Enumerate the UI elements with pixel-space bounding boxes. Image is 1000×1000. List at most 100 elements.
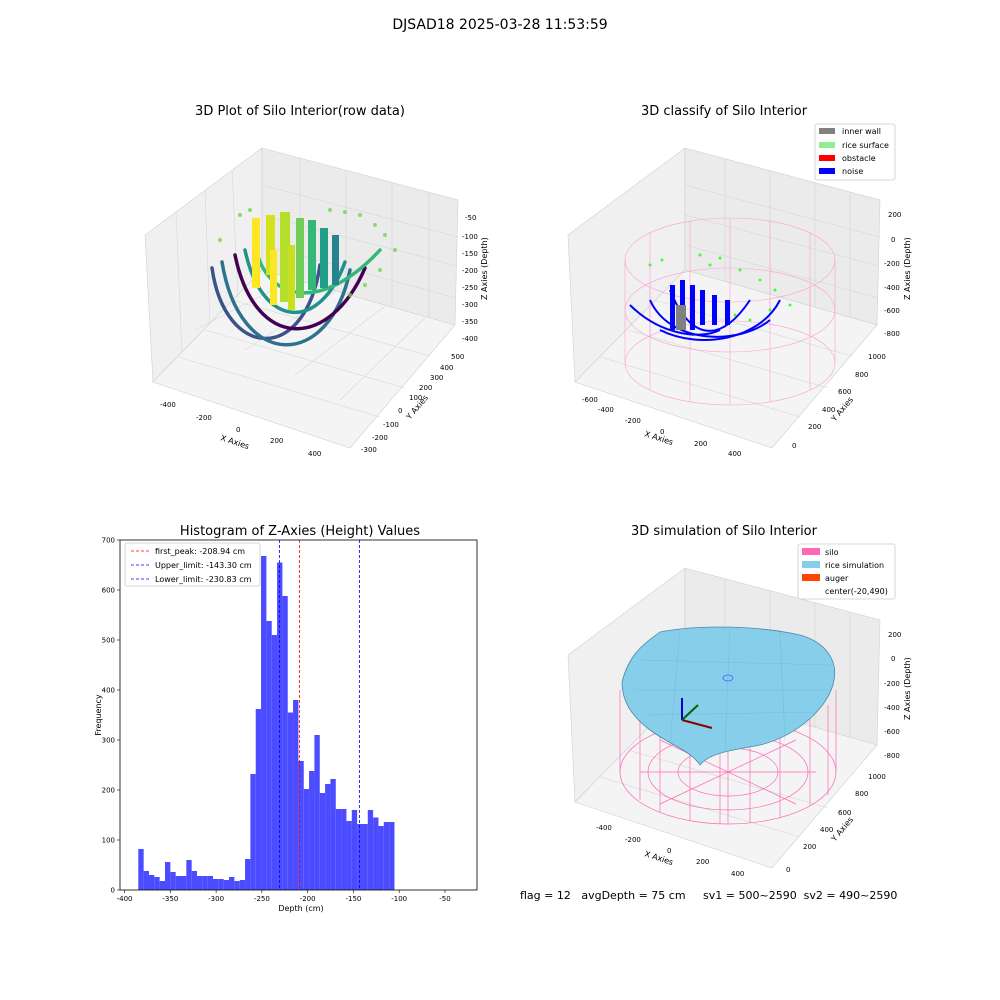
plot1-title: 3D Plot of Silo Interior(row data) bbox=[195, 104, 405, 119]
histogram-bar bbox=[218, 879, 224, 890]
histogram-bar bbox=[367, 810, 374, 890]
plot2-xtick: 400 bbox=[728, 450, 741, 458]
x-tick-label: -300 bbox=[208, 895, 224, 903]
y-tick-label: 100 bbox=[102, 837, 115, 845]
plot1-xtick: -200 bbox=[196, 414, 212, 422]
plot1-xtick: 200 bbox=[270, 437, 283, 445]
plot3-legend-item: first_peak: -208.94 cm bbox=[155, 547, 245, 556]
plot1-ytick: 0 bbox=[398, 407, 402, 415]
plot2-ztick: -600 bbox=[884, 307, 900, 315]
plot3-ylabel: Frequency bbox=[94, 694, 103, 736]
histogram-bar bbox=[325, 784, 331, 890]
histogram-bar bbox=[175, 876, 182, 890]
plot1-zlabel: Z Axies (Depth) bbox=[480, 237, 489, 300]
y-tick-label: 500 bbox=[102, 637, 115, 645]
plot2-ytick: 800 bbox=[855, 371, 868, 379]
histogram-bar bbox=[202, 876, 208, 890]
plot4-xtick: -400 bbox=[596, 824, 612, 832]
x-tick-label: -50 bbox=[439, 895, 450, 903]
plot3-axes: -400 -350 -300 -250 -200 -150 -100 -50 0 100 200 3… bbox=[94, 537, 478, 913]
plot4-ytick: 400 bbox=[820, 826, 833, 834]
plot2-legend-item: noise bbox=[842, 167, 863, 176]
histogram-bar bbox=[271, 635, 278, 890]
histogram-bar bbox=[362, 824, 368, 890]
plot2-legend-item: rice surface bbox=[842, 141, 889, 150]
plot4-zlabel: Z Axies (Depth) bbox=[903, 657, 912, 720]
plot1-ytick: 200 bbox=[419, 384, 432, 392]
plot2-xtick: -600 bbox=[582, 396, 598, 404]
plot2-title: 3D classify of Silo Interior bbox=[640, 104, 808, 119]
histogram-bar bbox=[261, 556, 267, 890]
plot2-ytick: 600 bbox=[838, 388, 851, 396]
plot1-ytick: -200 bbox=[372, 434, 388, 442]
plot3-legend-item: Upper_limit: -143.30 cm bbox=[155, 561, 252, 570]
histogram-bar bbox=[234, 881, 240, 890]
plot2-xtick: 200 bbox=[694, 440, 707, 448]
plot3-frame bbox=[119, 539, 478, 891]
plot4-axes: -400 -200 0 200 400 0 200 400 600 800 10… bbox=[567, 543, 912, 878]
y-tick-label: 0 bbox=[111, 887, 115, 895]
histogram-bar bbox=[341, 809, 347, 890]
histogram-bar bbox=[330, 779, 336, 890]
plot1-ytick: 100 bbox=[409, 394, 422, 402]
histogram-bar bbox=[181, 876, 187, 890]
plot1-ztick: -50 bbox=[465, 214, 476, 222]
histogram-bar bbox=[213, 879, 219, 890]
plot4-legend-item: auger bbox=[825, 574, 849, 583]
plot2-ztick: -400 bbox=[884, 284, 900, 292]
plot1-ztick: -250 bbox=[462, 284, 478, 292]
histogram-bar bbox=[143, 871, 149, 890]
plot1-ztick: -300 bbox=[462, 301, 478, 309]
plot4-ztick: -600 bbox=[884, 728, 900, 736]
x-tick-label: -150 bbox=[345, 895, 361, 903]
histogram-bar bbox=[148, 875, 155, 890]
plot2-ytick: 1000 bbox=[868, 353, 886, 361]
plot2-xtick: -200 bbox=[625, 417, 641, 425]
plot1-ztick: -350 bbox=[462, 318, 478, 326]
plot2-silo-wireframe bbox=[624, 217, 836, 406]
plot2-legend: inner wall rice surface obstacle noise bbox=[814, 123, 896, 181]
histogram-bar bbox=[282, 596, 288, 890]
plot1-ztick: -400 bbox=[462, 335, 478, 343]
plot4-xtick: 0 bbox=[667, 847, 671, 855]
histogram-bar bbox=[303, 789, 310, 890]
plot4-xtick: -200 bbox=[625, 836, 641, 844]
histogram-bar bbox=[207, 876, 214, 890]
histogram-bar bbox=[287, 712, 294, 890]
plot4-ytick: 600 bbox=[838, 809, 851, 817]
histogram-bar bbox=[186, 860, 192, 890]
plot1-ytick: 500 bbox=[451, 353, 464, 361]
plot4-ztick: 0 bbox=[891, 655, 895, 663]
histogram-bar bbox=[293, 700, 299, 890]
plot1-ytick: 400 bbox=[440, 364, 453, 372]
plot4-xtick: 200 bbox=[696, 858, 709, 866]
plot4-ytick: 800 bbox=[855, 790, 868, 798]
plot2-xlabel: X Axies bbox=[643, 429, 674, 447]
plot1-xtick: 400 bbox=[308, 450, 321, 458]
plot2-legend-item: obstacle bbox=[842, 154, 876, 163]
histogram-bar bbox=[266, 621, 272, 890]
x-tick-label: -200 bbox=[300, 895, 316, 903]
plot4-title: 3D simulation of Silo Interior bbox=[631, 524, 817, 539]
histogram-bar bbox=[255, 709, 262, 890]
histogram-bar bbox=[191, 871, 198, 890]
histogram-bar bbox=[383, 822, 390, 890]
plot1-axes: -400 -200 0 200 400 -300 -200 -100 0 100… bbox=[144, 147, 489, 458]
figure-title: DJSAD18 2025-03-28 11:53:59 bbox=[392, 17, 608, 33]
plot2-legend-item: inner wall bbox=[842, 127, 881, 136]
plot2-xtick: 0 bbox=[660, 428, 664, 436]
histogram-bar bbox=[197, 876, 203, 890]
histogram-bar bbox=[314, 735, 320, 890]
histogram-bar bbox=[239, 880, 246, 890]
plot3-title: Histogram of Z-Axies (Height) Values bbox=[179, 524, 421, 539]
histogram-bar bbox=[245, 859, 251, 890]
plot4-ztick: -800 bbox=[884, 752, 900, 760]
y-tick-label: 700 bbox=[102, 537, 115, 545]
plot1-xtick: 0 bbox=[236, 426, 240, 434]
plot1-ytick: 300 bbox=[430, 374, 443, 382]
histogram-bar bbox=[378, 826, 384, 890]
plot2-ztick: 0 bbox=[891, 236, 895, 244]
histogram-bar bbox=[159, 881, 165, 890]
histogram-bar bbox=[335, 809, 342, 890]
plot2-ztick: 200 bbox=[888, 211, 901, 219]
